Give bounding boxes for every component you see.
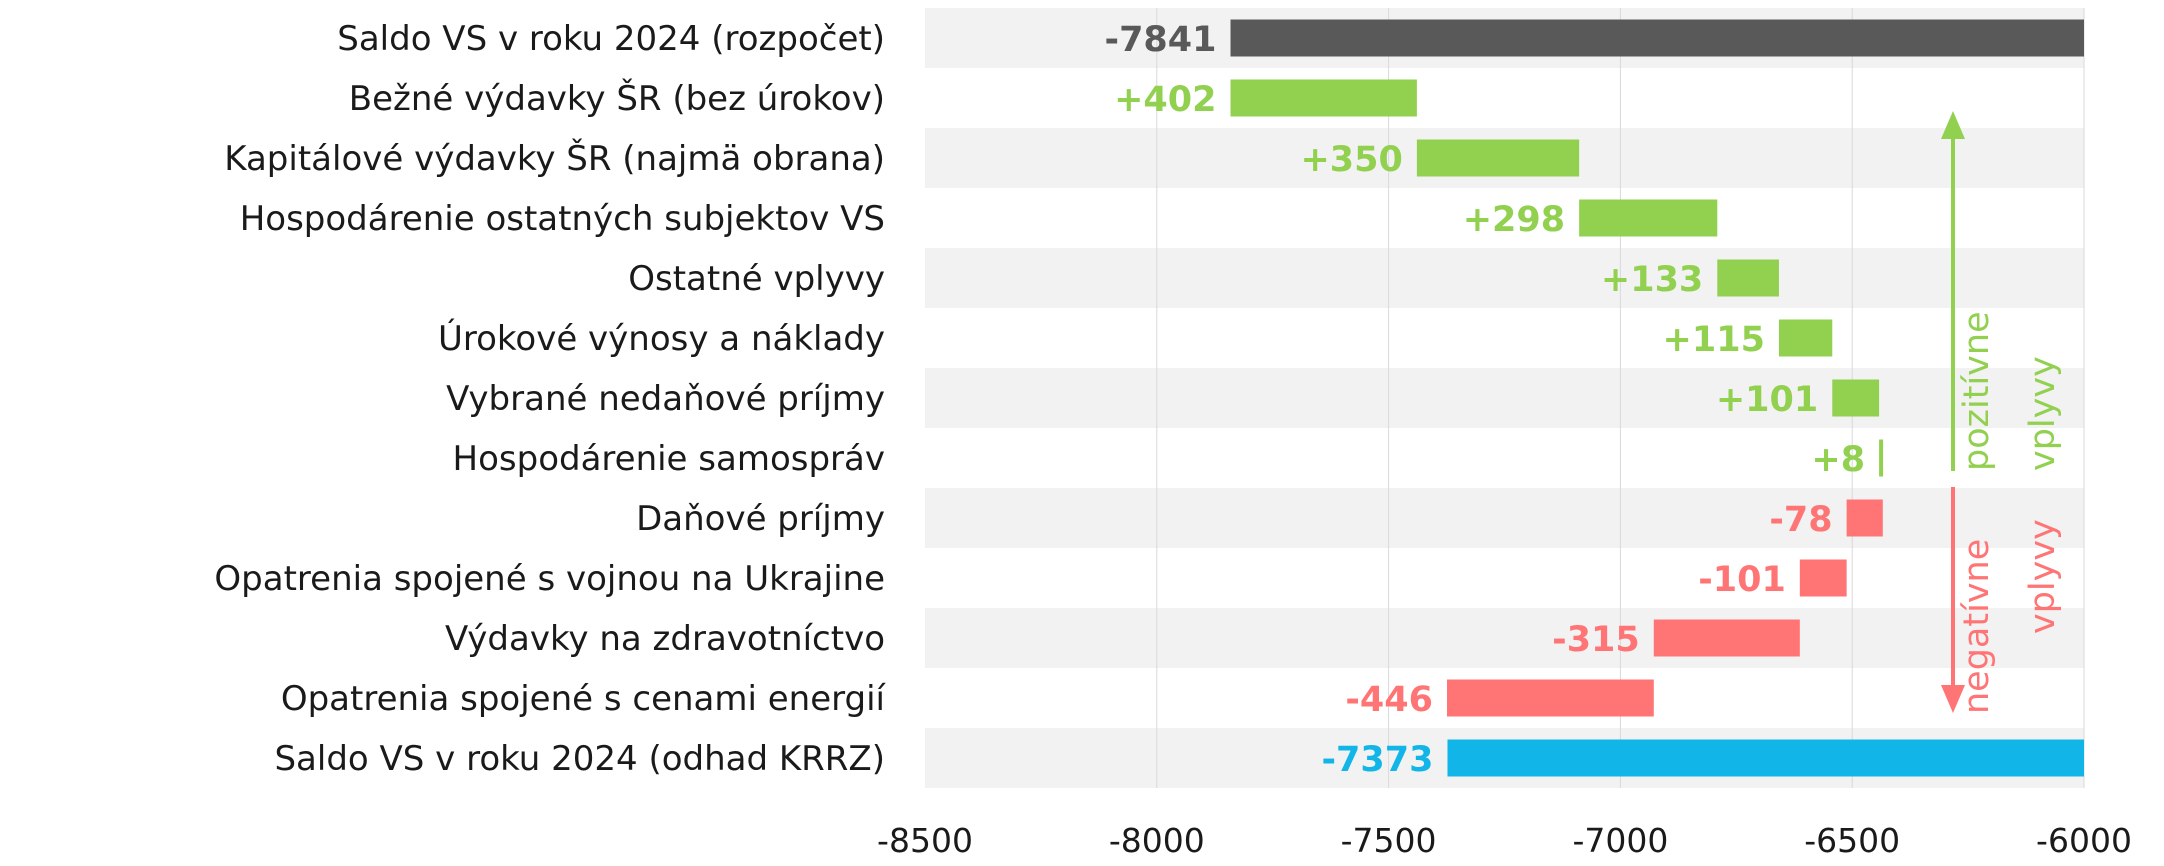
positive-label-1: pozitívne	[1957, 311, 1997, 471]
data-label: +101	[1716, 380, 1818, 420]
bar-negative	[1653, 619, 1800, 657]
category-labels: Saldo VS v roku 2024 (rozpočet) Bežné výd…	[214, 19, 886, 779]
bar-positive	[1879, 439, 1884, 477]
row-stripe	[925, 608, 2084, 668]
x-tick-label: -7500	[1341, 821, 1437, 860]
category-label: Kapitálové výdavky ŠR (najmä obrana)	[224, 138, 885, 179]
positive-label-2: vplyvy	[2023, 356, 2063, 471]
category-label: Saldo VS v roku 2024 (odhad KRRZ)	[274, 739, 885, 779]
category-label: Hospodárenie ostatných subjektov VS	[240, 199, 885, 239]
x-tick-label: -6000	[2036, 821, 2132, 860]
category-label: Daňové príjmy	[636, 499, 885, 539]
category-label: Vybrané nedaňové príjmy	[446, 379, 885, 419]
data-label: +402	[1114, 80, 1216, 120]
bar-negative	[1447, 679, 1654, 717]
category-label: Bežné výdavky ŠR (bez úrokov)	[349, 78, 885, 119]
x-tick-label: -6500	[1804, 821, 1900, 860]
bar-negative	[1846, 499, 1883, 537]
data-label: +350	[1300, 140, 1402, 180]
row-stripe	[925, 368, 2084, 428]
bar-total	[1230, 19, 2084, 57]
data-label: -7841	[1105, 20, 1217, 60]
negative-label-2: vplyvy	[2023, 519, 2063, 634]
bar-result	[1447, 739, 2084, 777]
bar-positive	[1579, 199, 1718, 237]
category-label: Výdavky na zdravotníctvo	[445, 619, 885, 659]
data-label: +133	[1601, 260, 1703, 300]
x-tick-label: -7000	[1572, 821, 1668, 860]
row-stripes	[925, 8, 2084, 788]
bar-positive	[1717, 259, 1779, 297]
positive-arrow-head	[1941, 111, 1965, 139]
data-labels: -7841 +402 +350 +298 +133 +115 +101 +8 -78 -101 -3…	[1105, 20, 1866, 780]
data-label: -315	[1552, 620, 1640, 660]
negative-label-1: negatívne	[1957, 539, 1997, 714]
category-label: Úrokové výnosy a náklady	[438, 318, 885, 359]
data-label: +298	[1463, 200, 1565, 240]
data-label: +115	[1663, 320, 1765, 360]
category-label: Opatrenia spojené s vojnou na Ukrajine	[214, 559, 885, 599]
category-label: Saldo VS v roku 2024 (rozpočet)	[337, 19, 885, 59]
bar-positive	[1230, 79, 1417, 117]
bars	[1230, 19, 2084, 777]
row-stripe	[925, 488, 2084, 548]
data-label: +8	[1811, 440, 1865, 480]
bar-positive	[1832, 379, 1880, 417]
row-stripe	[925, 248, 2084, 308]
category-label: Ostatné vplyvy	[628, 259, 885, 299]
data-label: -101	[1698, 560, 1786, 600]
negative-arrow-head	[1941, 685, 1965, 713]
bar-negative	[1799, 559, 1847, 597]
data-label: -446	[1345, 680, 1433, 720]
bar-positive	[1416, 139, 1580, 177]
x-tick-labels: -8500 -8000 -7500 -7000 -6500 -6000	[877, 821, 2132, 860]
data-label: -78	[1769, 500, 1832, 540]
data-label: -7373	[1322, 740, 1434, 780]
x-tick-label: -8500	[877, 821, 973, 860]
category-label: Opatrenia spojené s cenami energií	[281, 679, 887, 719]
annotations: pozitívne vplyvy negatívne vplyvy	[1941, 111, 2063, 714]
category-label: Hospodárenie samospráv	[453, 439, 885, 479]
bar-positive	[1778, 319, 1833, 357]
x-tick-label: -8000	[1109, 821, 1205, 860]
